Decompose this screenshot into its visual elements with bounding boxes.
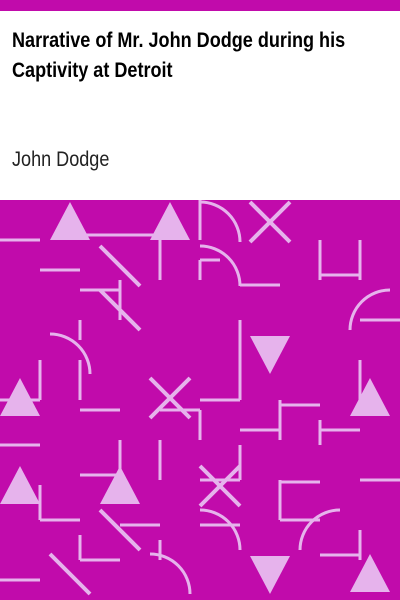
diagonal-line (98, 244, 142, 288)
diagonal-line (98, 508, 142, 552)
quarter-arc-icon (149, 552, 192, 595)
title-line-1: Narrative of Mr. John Dodge during his (12, 29, 346, 52)
quarter-arc-icon (199, 200, 242, 243)
quarter-arc-icon (298, 508, 341, 551)
triangle-down-icon (250, 556, 290, 594)
triangle-up-icon (100, 466, 140, 504)
quarter-arc-icon (199, 508, 242, 551)
x-cross-icon (198, 464, 242, 508)
triangle-up-icon (150, 202, 190, 240)
x-cross-icon (248, 200, 292, 244)
x-cross-icon (148, 376, 192, 420)
triangle-up-icon (0, 466, 40, 504)
triangle-up-icon (0, 378, 40, 416)
triangle-up-icon (350, 378, 390, 416)
quarter-arc-icon (49, 332, 92, 375)
cover-pattern (0, 200, 400, 600)
book-title: Narrative of Mr. John Dodge during his C… (12, 26, 390, 86)
top-accent-bar (0, 0, 400, 11)
quarter-arc-icon (348, 288, 391, 331)
diagonal-line (98, 288, 142, 332)
book-author: John Dodge (12, 148, 110, 171)
quarter-arc-icon (199, 244, 242, 287)
triangle-up-icon (50, 202, 90, 240)
triangle-down-icon (250, 336, 290, 374)
diagonal-line (48, 552, 92, 596)
triangle-up-icon (350, 554, 390, 592)
title-line-2: Captivity at Detroit (12, 59, 173, 82)
